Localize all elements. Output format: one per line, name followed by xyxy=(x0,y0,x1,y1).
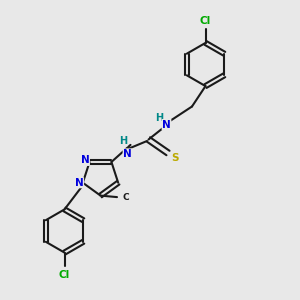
Text: S: S xyxy=(171,153,179,163)
Text: N: N xyxy=(75,178,84,188)
Text: N: N xyxy=(162,119,171,130)
Text: H: H xyxy=(119,136,127,146)
Text: N: N xyxy=(81,155,89,166)
Text: N: N xyxy=(123,149,132,159)
Text: Cl: Cl xyxy=(59,270,70,280)
Text: H: H xyxy=(155,112,163,123)
Text: C: C xyxy=(122,193,129,202)
Text: Cl: Cl xyxy=(200,16,211,26)
